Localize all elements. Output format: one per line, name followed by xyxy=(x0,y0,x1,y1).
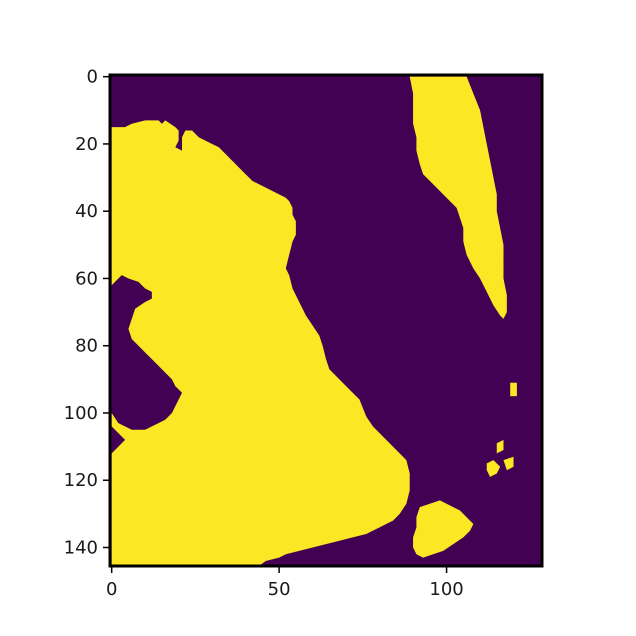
x-tick-label: 0 xyxy=(106,579,117,600)
heatmap-region-left-landmass xyxy=(111,120,410,566)
y-tick-label: 120 xyxy=(64,470,98,491)
y-tick-label: 100 xyxy=(64,403,98,424)
heatmap-region-island-c xyxy=(496,439,504,454)
heatmap-region-upper-right-strip xyxy=(409,76,507,319)
heatmap-region-island-d xyxy=(510,382,517,397)
heatmap-region-island-b xyxy=(503,456,514,471)
x-tick-label: 100 xyxy=(429,579,463,600)
y-tick-label: 0 xyxy=(87,67,98,88)
y-tick-label: 140 xyxy=(64,538,98,559)
y-axis: 0 20 40 60 80 100 120 140 xyxy=(64,67,110,559)
y-tick-label: 20 xyxy=(75,134,98,155)
heatmap-plot-area xyxy=(108,73,544,568)
y-tick-label: 60 xyxy=(75,268,98,289)
x-tick-label: 50 xyxy=(268,579,291,600)
y-tick-label: 40 xyxy=(75,201,98,222)
heatmap-region-island-a xyxy=(486,460,501,477)
plot-frame xyxy=(108,73,544,568)
y-tick-label: 80 xyxy=(75,336,98,357)
heatmap-region-lower-right-islands xyxy=(413,500,474,558)
x-axis: 0 50 100 xyxy=(106,566,464,600)
